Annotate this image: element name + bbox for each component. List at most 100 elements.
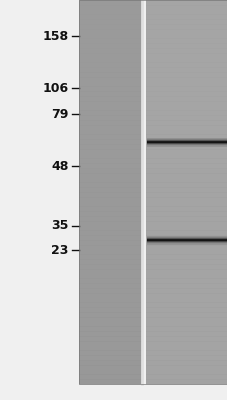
Bar (78, 86, 142, 92)
Bar (78, 58, 142, 63)
Bar (78, 24, 142, 30)
Bar (78, 240, 142, 246)
Bar (145, 278, 227, 284)
Bar (146, 242, 227, 243)
Bar (145, 86, 227, 92)
Bar (146, 236, 227, 237)
Bar (78, 341, 142, 346)
Bar (78, 14, 142, 20)
Bar (78, 5, 142, 10)
Bar (146, 145, 227, 146)
Bar (78, 82, 142, 87)
Bar (78, 274, 142, 279)
Bar (146, 146, 227, 147)
Bar (78, 221, 142, 226)
Bar (78, 350, 142, 356)
Bar (146, 237, 227, 238)
Bar (146, 236, 227, 238)
Bar (145, 317, 227, 322)
Bar (145, 72, 227, 78)
Bar (145, 67, 227, 73)
Bar (78, 197, 142, 202)
Bar (146, 146, 227, 147)
Bar (78, 43, 142, 49)
Bar (145, 77, 227, 82)
Bar (146, 240, 227, 241)
Bar (145, 19, 227, 25)
Bar (78, 91, 142, 97)
Bar (145, 38, 227, 44)
Bar (78, 120, 142, 126)
Bar (145, 187, 227, 193)
Bar (78, 322, 142, 327)
Bar (78, 245, 142, 250)
Bar (145, 43, 227, 49)
Bar (78, 19, 142, 25)
Bar (146, 143, 227, 144)
Bar (145, 206, 227, 212)
Bar (145, 259, 227, 265)
Bar (145, 29, 227, 34)
Bar (146, 143, 227, 144)
Bar (145, 379, 227, 385)
Bar (145, 192, 227, 198)
Text: 35: 35 (51, 220, 68, 232)
Bar (78, 182, 142, 188)
Bar (78, 206, 142, 212)
Bar (78, 336, 142, 342)
Bar (145, 336, 227, 342)
Bar (146, 140, 227, 141)
Bar (146, 237, 227, 238)
Text: 158: 158 (42, 30, 68, 42)
Bar (78, 130, 142, 135)
Bar (78, 101, 142, 106)
Bar (78, 163, 142, 169)
Bar (145, 288, 227, 294)
Bar (78, 331, 142, 337)
Bar (78, 149, 142, 154)
Bar (146, 240, 227, 241)
Bar (146, 138, 227, 139)
Bar (78, 144, 142, 150)
Bar (78, 288, 142, 294)
Bar (146, 138, 227, 139)
Bar (146, 236, 227, 237)
Bar (145, 274, 227, 279)
Bar (78, 96, 142, 102)
Bar (145, 250, 227, 255)
Bar (78, 0, 142, 384)
Bar (146, 236, 227, 237)
Bar (78, 226, 142, 231)
Bar (145, 307, 227, 313)
Bar (145, 221, 227, 226)
Bar (146, 238, 227, 239)
Bar (78, 10, 142, 15)
Bar (78, 264, 142, 270)
Bar (145, 182, 227, 188)
Bar (78, 158, 142, 164)
Bar (78, 106, 142, 111)
Bar (78, 298, 142, 303)
Bar (78, 53, 142, 58)
Bar (145, 360, 227, 366)
Bar (78, 110, 142, 116)
Bar (146, 240, 227, 241)
Bar (145, 106, 227, 111)
Bar (78, 374, 142, 380)
Bar (146, 144, 227, 146)
Bar (145, 115, 227, 121)
Bar (78, 312, 142, 318)
Bar (145, 230, 227, 236)
Bar (78, 154, 142, 159)
Text: 79: 79 (51, 108, 68, 120)
Bar (145, 144, 227, 150)
Bar (146, 144, 227, 145)
Bar (146, 146, 227, 147)
Bar (145, 374, 227, 380)
Bar (78, 365, 142, 370)
Bar (145, 197, 227, 202)
Bar (145, 370, 227, 375)
Bar (146, 243, 227, 244)
Bar (78, 278, 142, 284)
Bar (146, 140, 227, 141)
